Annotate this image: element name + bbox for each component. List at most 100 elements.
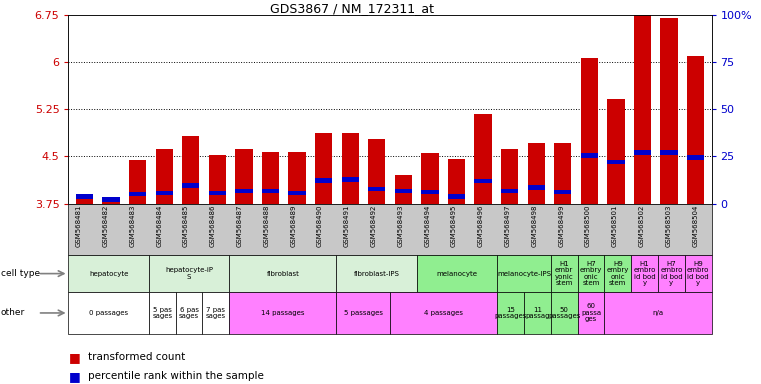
Bar	[687, 56, 704, 204]
Text: melanocyte-IPS: melanocyte-IPS	[497, 271, 551, 276]
Text: other: other	[1, 308, 25, 318]
Bar	[687, 155, 704, 160]
Text: ■: ■	[68, 370, 80, 383]
Text: transformed count: transformed count	[88, 352, 185, 362]
Bar	[527, 143, 545, 204]
Text: GSM568489: GSM568489	[290, 205, 296, 247]
Bar	[395, 175, 412, 204]
Text: percentile rank within the sample: percentile rank within the sample	[88, 371, 263, 381]
Bar	[235, 149, 253, 204]
Bar	[474, 114, 492, 204]
Text: GSM568498: GSM568498	[531, 205, 537, 247]
Text: GDS3867 / NM_172311_at: GDS3867 / NM_172311_at	[270, 2, 434, 15]
Bar	[182, 184, 199, 188]
Text: GSM568496: GSM568496	[478, 205, 484, 247]
Bar	[607, 99, 625, 204]
Text: GSM568487: GSM568487	[237, 205, 243, 247]
Text: ■: ■	[68, 351, 80, 364]
Text: 4 passages: 4 passages	[424, 310, 463, 316]
Text: cell type: cell type	[1, 269, 40, 278]
Bar	[661, 150, 677, 155]
Text: fibroblast: fibroblast	[266, 271, 299, 276]
Text: 50
passages: 50 passages	[548, 307, 581, 319]
Bar	[581, 58, 598, 204]
Bar	[155, 191, 173, 195]
Text: 0 passages: 0 passages	[89, 310, 129, 316]
Bar	[76, 195, 93, 204]
Text: H9
embro
id bod
y: H9 embro id bod y	[687, 261, 709, 286]
Bar	[368, 187, 385, 191]
Text: GSM568490: GSM568490	[317, 205, 323, 247]
Bar	[581, 153, 598, 158]
Bar	[315, 179, 333, 183]
Text: GSM568484: GSM568484	[156, 205, 162, 247]
Bar	[422, 153, 438, 204]
Bar	[262, 152, 279, 204]
Bar	[155, 149, 173, 204]
Text: GSM568488: GSM568488	[263, 205, 269, 247]
Bar	[182, 136, 199, 204]
Text: 7 pas
sages: 7 pas sages	[205, 307, 226, 319]
Text: hepatocyte-iP
S: hepatocyte-iP S	[165, 267, 213, 280]
Text: GSM568492: GSM568492	[371, 205, 377, 247]
Bar	[395, 189, 412, 193]
Text: H1
embr
yonic
stem: H1 embr yonic stem	[555, 261, 574, 286]
Bar	[527, 185, 545, 190]
Text: GSM568495: GSM568495	[451, 205, 457, 247]
Text: H1
embro
id bod
y: H1 embro id bod y	[633, 261, 656, 286]
Bar	[315, 132, 333, 204]
Text: GSM568499: GSM568499	[558, 205, 564, 247]
Text: H9
embry
onic
stem: H9 embry onic stem	[607, 261, 629, 286]
Text: GSM568493: GSM568493	[397, 205, 403, 247]
Bar	[634, 15, 651, 204]
Text: 5 pas
sages: 5 pas sages	[152, 307, 172, 319]
Bar	[262, 189, 279, 193]
Text: GSM568491: GSM568491	[344, 205, 350, 247]
Text: n/a: n/a	[652, 310, 664, 316]
Bar	[129, 192, 146, 196]
Text: GSM568501: GSM568501	[612, 205, 618, 247]
Bar	[447, 194, 465, 199]
Bar	[501, 189, 518, 193]
Bar	[607, 160, 625, 164]
Bar	[422, 190, 438, 194]
Bar	[554, 190, 572, 194]
Bar	[76, 194, 93, 199]
Text: 6 pas
sages: 6 pas sages	[179, 307, 199, 319]
Bar	[129, 160, 146, 204]
Bar	[235, 189, 253, 193]
Bar	[103, 199, 119, 204]
Bar	[368, 139, 385, 204]
Text: 11
passag: 11 passag	[525, 307, 549, 319]
Bar	[288, 191, 306, 195]
Text: GSM568483: GSM568483	[129, 205, 135, 247]
Bar	[209, 155, 226, 204]
Text: H7
embry
onic
stem: H7 embry onic stem	[580, 261, 602, 286]
Text: H7
embro
id bod
y: H7 embro id bod y	[660, 261, 683, 286]
Bar	[501, 149, 518, 204]
Text: GSM568494: GSM568494	[424, 205, 430, 247]
Bar	[554, 143, 572, 204]
Text: hepatocyte: hepatocyte	[89, 271, 129, 276]
Text: melanocyte: melanocyte	[437, 271, 477, 276]
Text: fibroblast-IPS: fibroblast-IPS	[354, 271, 400, 276]
Text: GSM568502: GSM568502	[638, 205, 645, 247]
Text: GSM568500: GSM568500	[585, 205, 591, 247]
Bar	[634, 150, 651, 155]
Text: 60
passa
ges: 60 passa ges	[581, 303, 601, 323]
Text: GSM568486: GSM568486	[210, 205, 216, 247]
Bar	[474, 179, 492, 184]
Bar	[209, 191, 226, 195]
Text: GSM568504: GSM568504	[693, 205, 698, 247]
Text: GSM568485: GSM568485	[183, 205, 189, 247]
Text: GSM568481: GSM568481	[76, 205, 82, 247]
Bar	[661, 18, 677, 204]
Text: 14 passages: 14 passages	[261, 310, 304, 316]
Bar	[342, 132, 358, 204]
Text: 5 passages: 5 passages	[344, 310, 383, 316]
Text: 15
passages: 15 passages	[495, 307, 527, 319]
Text: GSM568503: GSM568503	[665, 205, 671, 247]
Bar	[288, 152, 306, 204]
Bar	[342, 177, 358, 182]
Text: GSM568482: GSM568482	[103, 205, 109, 247]
